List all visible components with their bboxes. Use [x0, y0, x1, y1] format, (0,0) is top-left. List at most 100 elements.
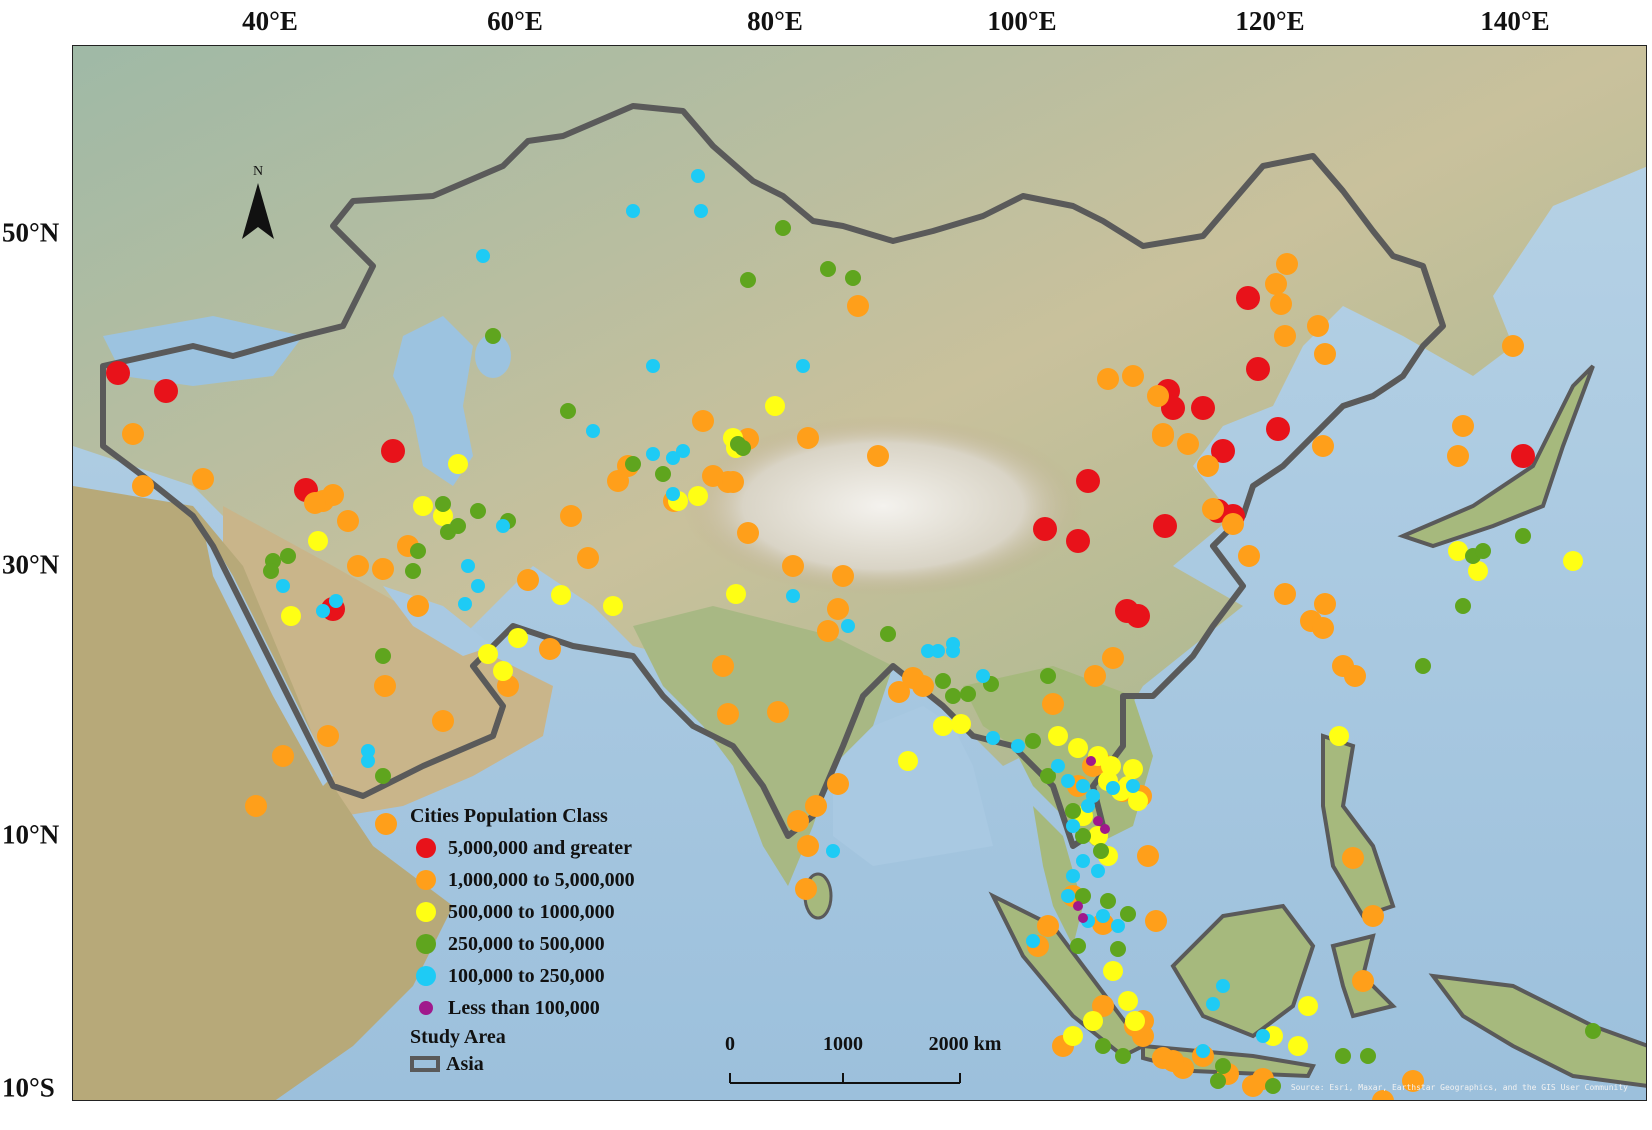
- city-dot: [154, 379, 178, 403]
- city-dot: [1344, 665, 1366, 687]
- city-dot: [1118, 991, 1138, 1011]
- city-dot: [1312, 435, 1334, 457]
- city-dot: [1100, 893, 1116, 909]
- city-dot: [1216, 979, 1230, 993]
- city-dot: [192, 468, 214, 490]
- credits-text: Source: Esri, Maxar, Earthstar Geographi…: [1290, 1083, 1628, 1092]
- city-dot: [1075, 888, 1091, 904]
- city-dot: [281, 606, 301, 626]
- legend-item-250k-500k: 250,000 to 500,000: [410, 928, 635, 960]
- city-dot: [935, 673, 951, 689]
- city-dot: [603, 596, 623, 616]
- africa-landmass: [73, 486, 453, 1100]
- city-dot: [1073, 901, 1083, 911]
- city-dot: [1100, 824, 1110, 834]
- city-dot: [1093, 843, 1109, 859]
- city-dot: [805, 795, 827, 817]
- legend-swatch-yellow: [416, 902, 436, 922]
- city-dot: [867, 445, 889, 467]
- city-dot: [827, 598, 849, 620]
- city-dot: [1093, 816, 1103, 826]
- city-dot: [1101, 756, 1121, 776]
- legend-item-under-100k: Less than 100,000: [410, 992, 635, 1024]
- city-dot: [646, 447, 660, 461]
- map-canvas[interactable]: [73, 46, 1647, 1101]
- city-dot: [1120, 906, 1136, 922]
- city-dot: [841, 619, 855, 633]
- longitude-label-120e: 120°E: [1235, 6, 1305, 36]
- city-dot: [1153, 514, 1177, 538]
- latitude-label-30n: 30°N: [2, 549, 60, 580]
- city-dot: [1048, 726, 1068, 746]
- tibetan-plateau: [683, 416, 1083, 596]
- map-frame[interactable]: N Source: Esri, Maxar, Earthstar Geograp…: [72, 45, 1647, 1101]
- city-dot: [1372, 1090, 1394, 1100]
- city-dot: [1051, 759, 1065, 773]
- city-dot: [1206, 997, 1220, 1011]
- city-dot: [796, 359, 810, 373]
- city-dot: [1342, 847, 1364, 869]
- city-dot: [740, 272, 756, 288]
- city-dot: [933, 716, 953, 736]
- study-area-title: Study Area: [410, 1026, 506, 1048]
- legend-label: Less than 100,000: [448, 996, 600, 1019]
- city-dot: [1314, 593, 1336, 615]
- city-dot: [374, 675, 396, 697]
- city-dot: [1256, 1029, 1270, 1043]
- scale-label-2000: 2000 km: [928, 1033, 1002, 1055]
- legend-label: 100,000 to 250,000: [448, 964, 605, 987]
- legend-swatch-purple: [419, 1001, 433, 1015]
- legend-label: 5,000,000 and greater: [448, 836, 633, 859]
- city-dot: [1196, 1044, 1210, 1058]
- city-dot: [1362, 905, 1384, 927]
- city-dot: [1145, 910, 1167, 932]
- city-dot: [717, 703, 739, 725]
- city-dot: [931, 644, 945, 658]
- legend-swatch-red: [416, 838, 436, 858]
- city-dot: [1096, 909, 1110, 923]
- city-dot: [797, 835, 819, 857]
- city-dot: [493, 661, 513, 681]
- city-dot: [1314, 343, 1336, 365]
- city-dot: [471, 579, 485, 593]
- city-dot: [476, 249, 490, 263]
- city-dot: [1563, 551, 1583, 571]
- city-dot: [1147, 385, 1169, 407]
- city-dot: [817, 620, 839, 642]
- city-dot: [722, 471, 744, 493]
- city-dot: [432, 710, 454, 732]
- city-dot: [1177, 433, 1199, 455]
- city-dot: [951, 714, 971, 734]
- longitude-label-140e: 140°E: [1480, 6, 1550, 36]
- city-dot: [1103, 961, 1123, 981]
- city-dot: [767, 701, 789, 723]
- city-dot: [1084, 665, 1106, 687]
- longitude-label-80e: 80°E: [747, 6, 803, 36]
- city-dot: [1511, 444, 1535, 468]
- city-dot: [276, 579, 290, 593]
- city-dot: [1402, 1070, 1424, 1092]
- north-label: N: [253, 164, 263, 179]
- city-dot: [1447, 445, 1469, 467]
- city-dot: [1123, 759, 1143, 779]
- city-dot: [577, 547, 599, 569]
- city-dot: [329, 594, 343, 608]
- city-dot: [1040, 668, 1056, 684]
- caspian-sea: [393, 316, 473, 486]
- city-dot: [782, 555, 804, 577]
- city-dot: [1152, 425, 1174, 447]
- city-dot: [1197, 455, 1219, 477]
- city-dot: [1110, 941, 1126, 957]
- city-dot: [1329, 726, 1349, 746]
- city-dot: [655, 466, 671, 482]
- city-dot: [1515, 528, 1531, 544]
- city-dot: [448, 454, 468, 474]
- scale-label-1000: 1000: [823, 1033, 863, 1055]
- longitude-label-40e: 40°E: [242, 6, 298, 36]
- city-dot: [1274, 325, 1296, 347]
- city-dot: [1061, 774, 1075, 788]
- city-dots-layer: [106, 169, 1601, 1100]
- city-dot: [1106, 781, 1120, 795]
- city-dot: [1040, 768, 1056, 784]
- city-dot: [375, 648, 391, 664]
